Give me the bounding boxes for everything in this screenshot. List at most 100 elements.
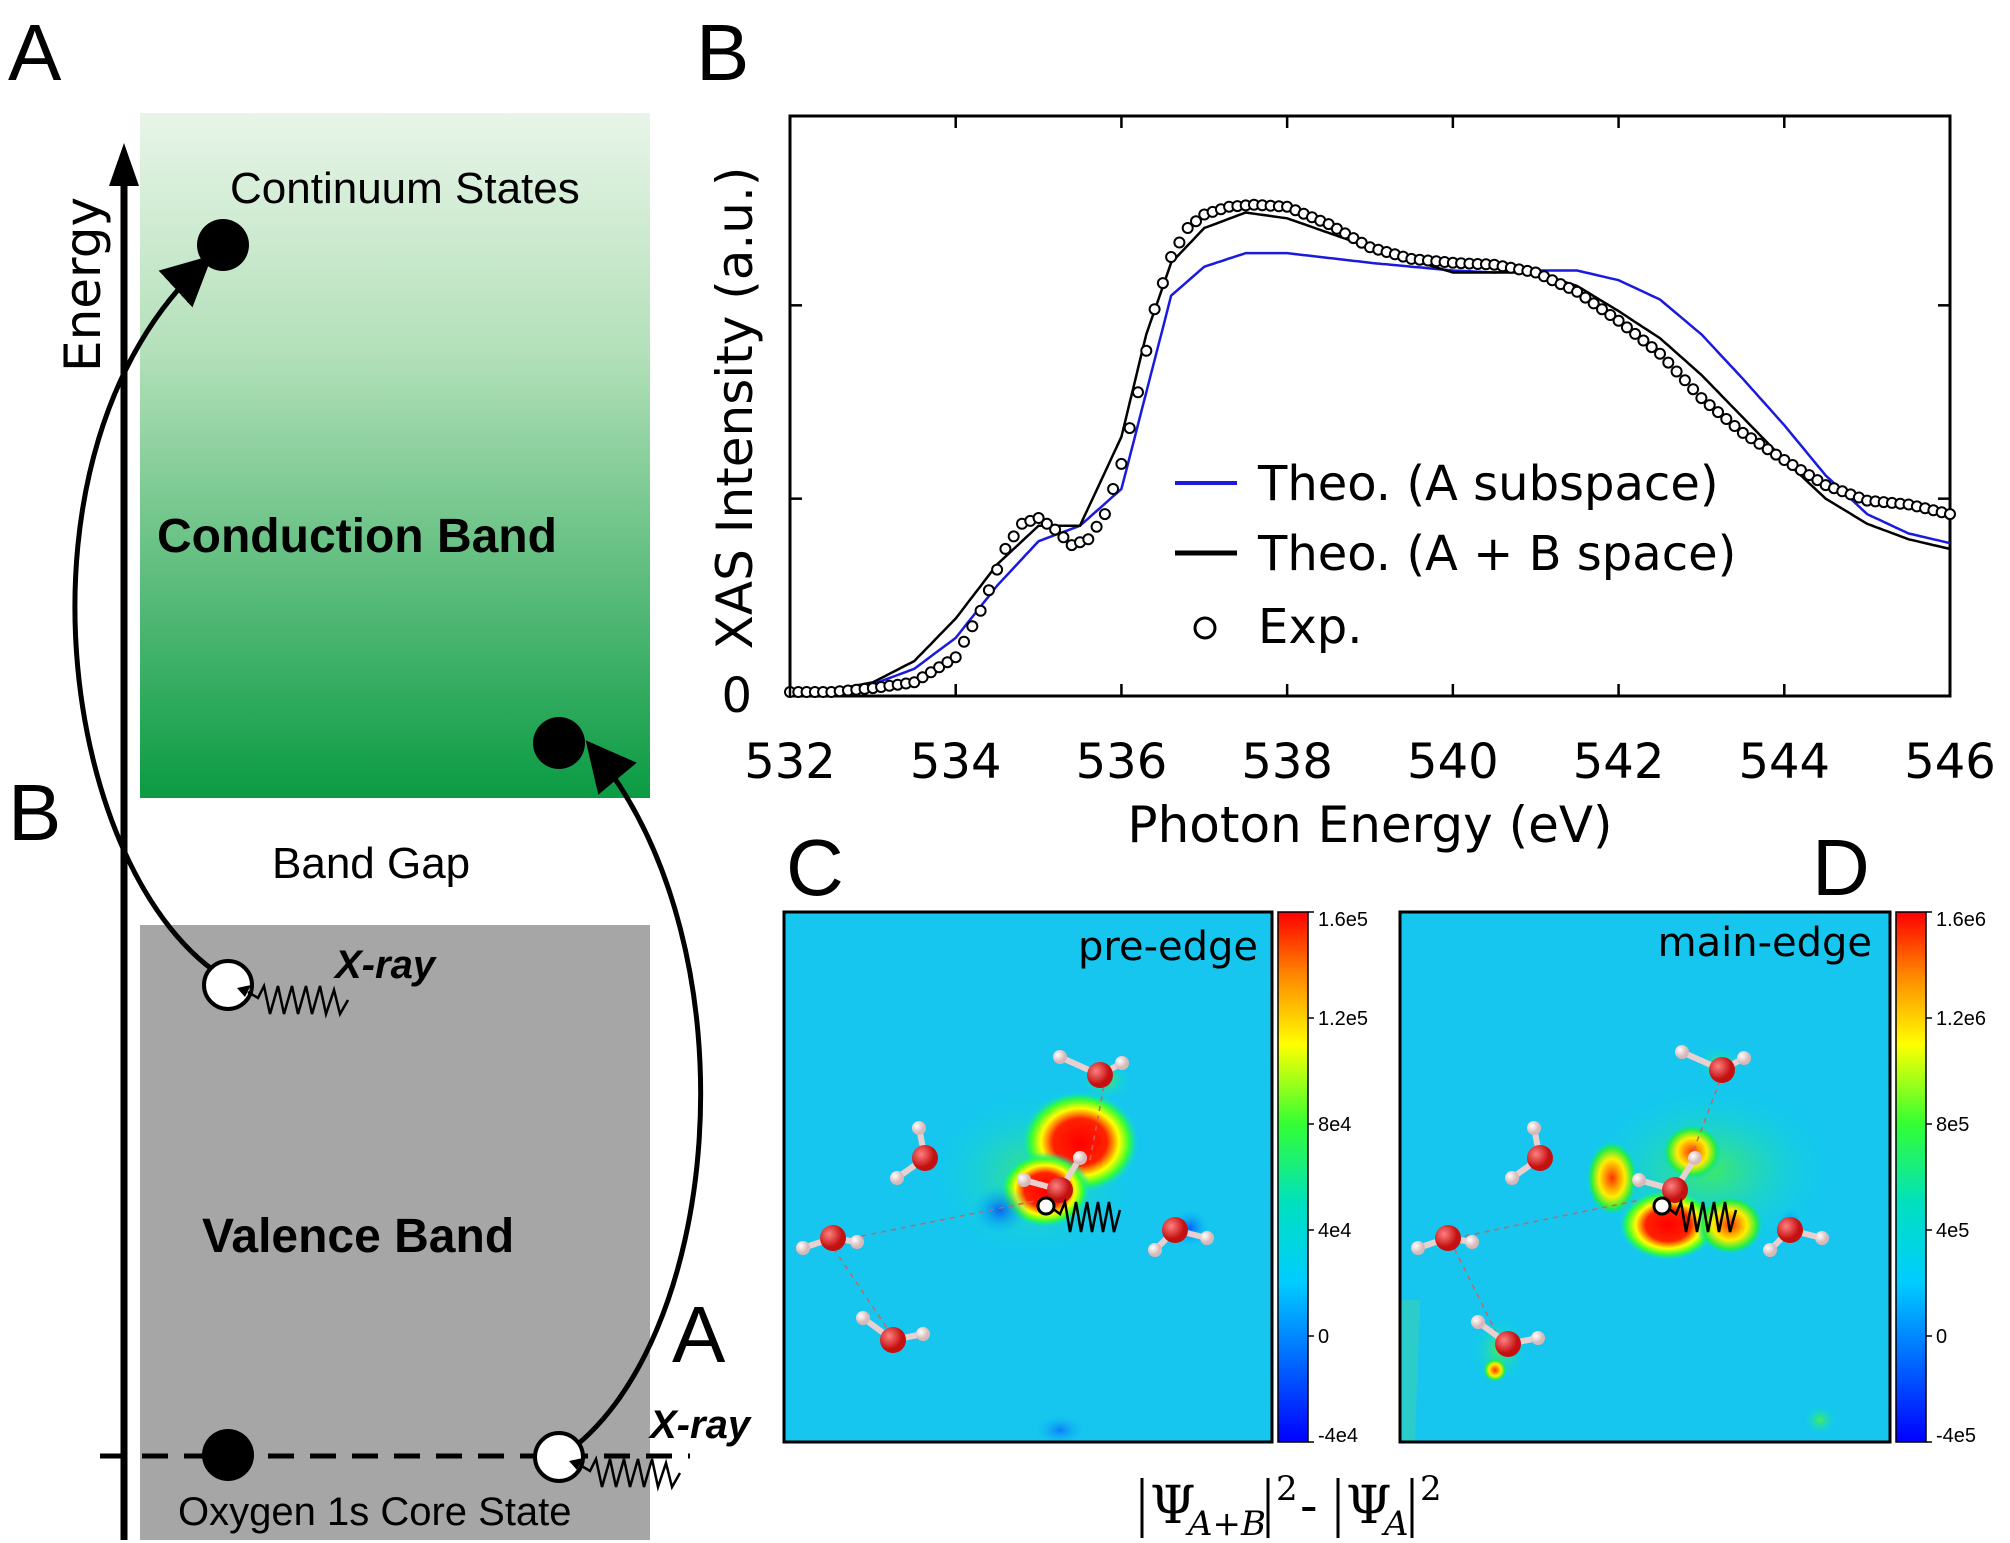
exp-point — [1082, 533, 1095, 546]
exp-point — [966, 620, 979, 633]
exp-point — [1720, 413, 1733, 425]
formula-minus: - — [1300, 1476, 1318, 1536]
exp-point — [1712, 406, 1724, 419]
exp-point — [1728, 420, 1741, 432]
exp-point — [933, 661, 946, 674]
colorbar-tick-label: 4e4 — [1318, 1220, 1351, 1242]
valence-band-label: Valence Band — [202, 1210, 514, 1263]
map-c-xray-wave-icon — [1051, 1197, 1122, 1233]
colorbar-tick-label: 1.2e6 — [1936, 1008, 1986, 1030]
colorbar-tick-label: 0 — [1318, 1326, 1329, 1348]
exp-point — [999, 542, 1012, 555]
x-tick-label: 544 — [1738, 734, 1830, 790]
oxygen-atom-icon — [1777, 1217, 1803, 1243]
panel-label-b: B — [696, 8, 749, 97]
chart-legend: Theo. (A subspace) Theo. (A + B space) E… — [1175, 456, 1736, 655]
panel-label-c: C — [786, 823, 844, 912]
panel-label-d: D — [1812, 823, 1870, 912]
formula-psi-ab: Ψ — [1150, 1476, 1196, 1536]
exp-point — [1620, 321, 1633, 334]
panel-d-map: D main-edge 1.6e6 1.2e6 8e5 4e5 0 -4e5 — [1398, 823, 1986, 1447]
x-tick-label: 546 — [1904, 734, 1996, 790]
panel-b-chart: B 532 534 536 538 540 542 544 546 0 Photon Ener… — [696, 8, 1996, 854]
hydrogen-atom-icon — [856, 1311, 870, 1325]
chart-x-axis-label: Photon Energy (eV) — [1127, 796, 1612, 854]
x-tick-label: 532 — [744, 734, 836, 790]
oxygen-atom-icon — [1435, 1225, 1461, 1251]
oxygen-atom-icon — [1162, 1217, 1188, 1243]
hydrogen-atom-icon — [1411, 1241, 1425, 1255]
colorbar-c-ticks: 1.6e5 1.2e5 8e4 4e4 0 -4e4 — [1308, 909, 1368, 1447]
exp-point — [1670, 365, 1683, 378]
exp-point — [1115, 457, 1128, 470]
exp-point — [1645, 341, 1658, 354]
exp-point — [982, 584, 995, 597]
colorbar-tick-label: -4e5 — [1936, 1425, 1976, 1447]
exp-point — [1190, 215, 1202, 228]
exp-point — [1662, 356, 1675, 369]
x-tick-label: 540 — [1407, 734, 1499, 790]
x-tick-label: 542 — [1573, 734, 1665, 790]
exp-point — [958, 635, 970, 648]
oxygen-atom-icon — [1527, 1145, 1553, 1171]
band-gap-label: Band Gap — [272, 839, 470, 888]
oxygen-atom-icon — [1709, 1057, 1735, 1083]
chart-frame — [788, 114, 1952, 698]
conduction-electron-icon — [533, 717, 585, 769]
chart-y-axis-label: XAS Intensity (a.u.) — [706, 167, 764, 650]
formula-sup-a: 2 — [1420, 1469, 1442, 1509]
hydrogen-atom-icon — [1465, 1235, 1479, 1249]
x-tick-label: 538 — [1241, 734, 1333, 790]
colorbar-tick-label: 8e4 — [1318, 1114, 1351, 1136]
legend-label-ab-space: Theo. (A + B space) — [1257, 526, 1736, 582]
exp-point — [1032, 512, 1045, 524]
hydrogen-atom-icon — [1688, 1151, 1702, 1165]
hydrogen-atom-icon — [796, 1241, 810, 1255]
y-tick-label: 0 — [721, 668, 752, 724]
exp-point — [1098, 508, 1111, 521]
xray-label-b: X-ray — [333, 943, 437, 987]
exp-point — [1753, 437, 1766, 450]
exp-point — [1678, 374, 1691, 387]
oxygen-atom-icon — [880, 1327, 906, 1353]
formula-sup-ab: 2 — [1276, 1469, 1298, 1509]
hydrogen-atom-icon — [1471, 1315, 1485, 1329]
exp-point — [1695, 392, 1708, 405]
hydrogen-atom-icon — [890, 1171, 904, 1185]
exp-point — [1654, 347, 1666, 360]
oxygen-atom-icon — [1047, 1177, 1073, 1203]
exp-point — [1140, 344, 1153, 357]
oxygen-atom-icon — [1495, 1331, 1521, 1357]
exp-point — [1745, 432, 1758, 445]
x-tick-group: 532 534 536 538 540 542 544 546 — [744, 116, 1996, 790]
exp-point — [991, 563, 1004, 576]
map-d-frame — [1398, 910, 1892, 1444]
map-d-label: main-edge — [1658, 920, 1872, 966]
xray-label-a: X-ray — [648, 1403, 752, 1447]
oxygen-atom-icon — [1087, 1062, 1113, 1088]
colorbar-tick-label: 0 — [1936, 1326, 1947, 1348]
conduction-band-label: Conduction Band — [157, 510, 557, 563]
map-d-molecules — [1411, 1045, 1829, 1357]
legend-label-a-subspace: Theo. (A subspace) — [1257, 456, 1719, 512]
panel-c-map: C pre-edge 1.6e5 1.2e5 8e4 4e4 0 -4e4 — [782, 823, 1368, 1447]
exp-point — [1629, 327, 1642, 340]
colorbar-tick-label: -4e4 — [1318, 1425, 1358, 1447]
hydrogen-atom-icon — [1053, 1050, 1067, 1064]
hydrogen-atom-icon — [1073, 1151, 1087, 1165]
oxygen-atom-icon — [1662, 1177, 1688, 1203]
colorbar-tick-label: 8e5 — [1936, 1114, 1969, 1136]
x-tick-label: 536 — [1076, 734, 1168, 790]
colorbar-tick-label: 1.6e5 — [1318, 909, 1368, 931]
hydrogen-atom-icon — [912, 1121, 926, 1135]
hydrogen-atom-icon — [1505, 1171, 1519, 1185]
exp-point — [1156, 277, 1169, 290]
hydrogen-atom-icon — [1527, 1121, 1541, 1135]
continuum-electron-icon — [197, 219, 249, 271]
core-state-label: Oxygen 1s Core State — [178, 1490, 572, 1534]
hydrogen-atom-icon — [1632, 1173, 1646, 1187]
exp-point — [1007, 530, 1020, 543]
valence-hole-icon — [202, 959, 254, 1011]
exp-point — [1181, 222, 1194, 234]
exp-point — [974, 604, 987, 617]
